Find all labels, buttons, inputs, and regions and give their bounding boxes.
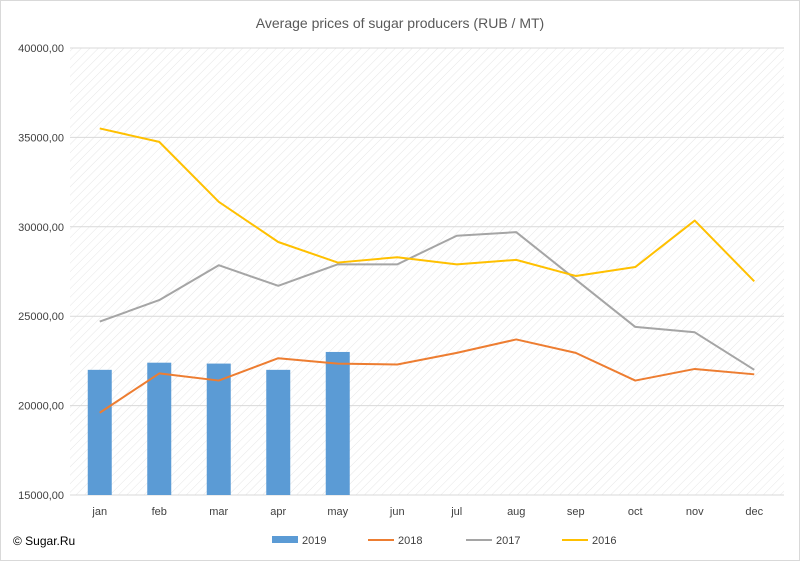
y-tick-label: 40000,00 bbox=[18, 43, 64, 55]
y-tick-label: 20000,00 bbox=[18, 401, 64, 413]
y-tick-label: 25000,00 bbox=[18, 311, 64, 323]
legend: 2019 2018 2017 2016 bbox=[272, 535, 616, 547]
line-2018 bbox=[99, 338, 755, 414]
y-axis: 15000,00 20000,00 25000,00 30000,00 35000,00… bbox=[18, 43, 64, 502]
x-tick-label: apr bbox=[270, 506, 286, 518]
line-2017 bbox=[99, 231, 755, 371]
line-2016 bbox=[99, 127, 755, 283]
legend-label-2017: 2017 bbox=[496, 535, 520, 547]
bar-2019 bbox=[266, 369, 291, 495]
x-tick-label: jan bbox=[91, 506, 107, 518]
x-tick-label: mar bbox=[209, 506, 228, 518]
y-tick-label: 15000,00 bbox=[18, 490, 64, 502]
x-tick-label: sep bbox=[567, 506, 585, 518]
x-tick-label: jun bbox=[389, 506, 405, 518]
y-tick-label: 35000,00 bbox=[18, 132, 64, 144]
legend-label-2019: 2019 bbox=[302, 535, 326, 547]
legend-swatch-2019 bbox=[272, 536, 298, 543]
bar-2019 bbox=[147, 362, 172, 495]
line-series bbox=[99, 127, 755, 414]
source-label: © Sugar.Ru bbox=[13, 534, 76, 548]
x-tick-label: feb bbox=[152, 506, 167, 518]
bar-2019 bbox=[206, 363, 231, 495]
x-axis: jan feb mar apr may jun jul aug sep oct nov dec bbox=[91, 506, 763, 518]
x-tick-label: dec bbox=[745, 506, 763, 518]
y-tick-label: 30000,00 bbox=[18, 222, 64, 234]
x-tick-label: aug bbox=[507, 506, 525, 518]
legend-label-2016: 2016 bbox=[592, 535, 616, 547]
bar-2019 bbox=[325, 351, 350, 495]
x-tick-label: nov bbox=[686, 506, 704, 518]
x-tick-label: may bbox=[327, 506, 348, 518]
chart-title: Average prices of sugar producers (RUB /… bbox=[256, 15, 544, 31]
bar-series bbox=[87, 351, 350, 495]
grid-lines bbox=[70, 47, 784, 496]
x-tick-label: jul bbox=[450, 506, 462, 518]
legend-label-2018: 2018 bbox=[398, 535, 422, 547]
bar-2019 bbox=[87, 369, 112, 495]
x-tick-label: oct bbox=[628, 506, 643, 518]
plot-area bbox=[70, 48, 784, 495]
